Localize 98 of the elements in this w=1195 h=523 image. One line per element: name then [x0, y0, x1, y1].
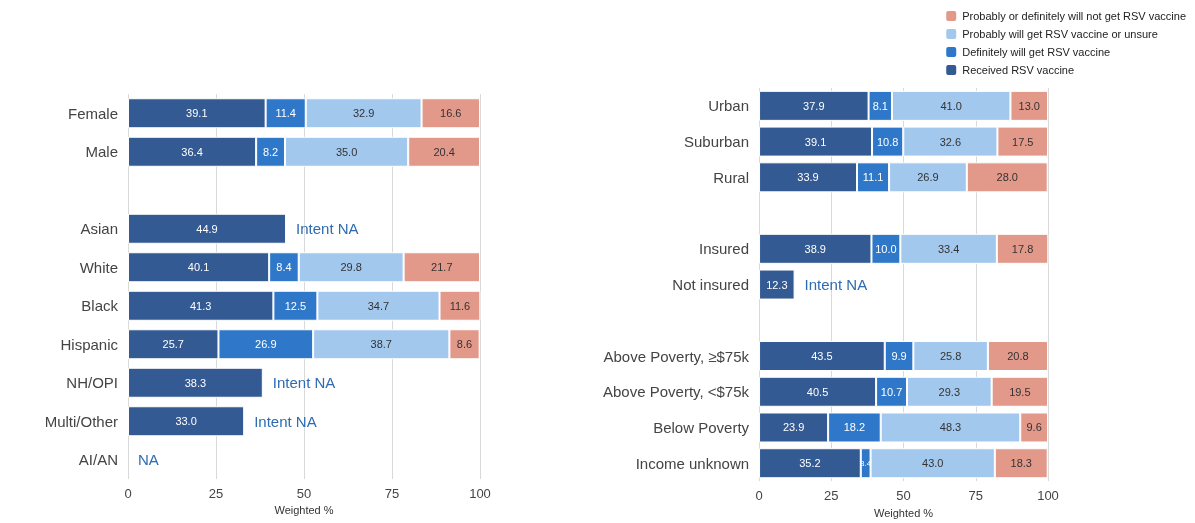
data-label: 16.6 [440, 107, 462, 120]
data-label: 37.9 [803, 99, 825, 112]
data-label: 17.8 [1011, 242, 1034, 255]
y-tick-label: White [79, 258, 118, 276]
data-label: 25.7 [162, 338, 184, 351]
bar [759, 269, 795, 300]
x-tick-label: 25 [824, 488, 839, 504]
data-label: 26.9 [917, 171, 939, 184]
y-tick-label: Above Poverty, <$75k [603, 383, 750, 401]
data-label: 9.6 [1026, 421, 1042, 434]
x-tick-label: 0 [755, 488, 763, 504]
y-tick-label: Not insured [672, 276, 750, 294]
x-axis-title: Weighted % [873, 506, 934, 519]
annotation: Intent NA [296, 220, 359, 238]
data-label: 28.0 [996, 171, 1018, 184]
legend-label: Probably or definitely will not get RSV vaccine [962, 10, 1187, 22]
y-tick-label: Multi/Other [44, 412, 118, 430]
data-label: 29.8 [340, 261, 362, 274]
data-label: 41.3 [189, 299, 212, 312]
data-label: 21.7 [431, 261, 453, 274]
data-label: 8.1 [872, 99, 888, 112]
data-label: 26.9 [255, 338, 277, 351]
y-tick-label: Below Poverty [653, 419, 750, 436]
data-label: 8.2 [262, 145, 279, 158]
y-tick-label: NH/OPI [66, 374, 118, 392]
data-label: 38.3 [184, 376, 207, 389]
x-tick-label: 25 [208, 486, 224, 501]
annotation: Intent NA [254, 412, 317, 430]
data-label: 11.6 [449, 299, 471, 312]
y-tick-label: Female [67, 104, 118, 122]
y-tick-label: Hispanic [60, 335, 119, 353]
data-label: 40.1 [187, 261, 210, 274]
data-label: 13.0 [1018, 99, 1040, 112]
legend-label: Received RSV vaccine [962, 64, 1075, 76]
data-label: 39.1 [804, 135, 827, 148]
y-tick-label: Rural [713, 168, 750, 186]
data-label: 32.6 [939, 135, 962, 148]
data-label: 35.0 [335, 145, 358, 158]
data-label: 35.2 [799, 457, 821, 470]
annotation: NA [138, 451, 159, 469]
legend-label: Definitely will get RSV vaccine [962, 46, 1111, 58]
bar [128, 367, 263, 398]
x-axis-title: Weighted % [274, 504, 334, 517]
data-label: 8.4 [276, 261, 292, 274]
data-label: 12.5 [284, 299, 307, 312]
y-tick-label: AI/AN [78, 451, 118, 469]
y-tick-label: Suburban [684, 133, 750, 151]
bar [128, 213, 287, 244]
data-label: 19.5 [1009, 385, 1031, 398]
y-tick-label: Above Poverty, ≥$75k [603, 347, 750, 365]
y-tick-label: Income unknown [635, 454, 750, 472]
data-label: 33.0 [175, 415, 197, 428]
data-label: 20.8 [1007, 350, 1029, 363]
data-label: 11.4 [275, 107, 296, 120]
data-label: 25.8 [939, 350, 962, 363]
bar [128, 406, 245, 437]
data-label: 17.5 [1012, 135, 1034, 148]
x-tick-label: 0 [124, 486, 132, 501]
data-label: 18.3 [1010, 457, 1032, 470]
data-label: 11.1 [862, 171, 884, 184]
data-label: 10.7 [880, 385, 903, 398]
data-label: 33.4 [937, 242, 960, 255]
x-tick-label: 50 [896, 488, 911, 504]
data-label: 43.5 [811, 350, 833, 363]
x-tick-label: 100 [469, 486, 491, 501]
data-label: 38.7 [370, 338, 392, 351]
x-tick-label: 50 [296, 486, 312, 501]
data-label: 32.9 [352, 107, 375, 120]
data-label: 40.5 [806, 385, 829, 398]
data-label: 20.4 [433, 145, 455, 158]
data-label: 34.7 [367, 299, 390, 312]
y-tick-label: Black [81, 297, 119, 315]
y-tick-label: Insured [699, 240, 750, 258]
data-label: 44.9 [196, 222, 218, 235]
data-label: 39.1 [186, 107, 208, 120]
y-tick-label: Male [85, 143, 118, 161]
y-tick-label: Urban [708, 97, 750, 115]
data-label: 38.9 [804, 242, 826, 255]
y-tick-label: Asian [80, 220, 118, 238]
data-label: 33.9 [797, 171, 819, 184]
data-label: 10.8 [876, 135, 899, 148]
data-label: 23.9 [782, 421, 805, 434]
data-label: 9.9 [891, 350, 907, 363]
data-label: 43.0 [922, 457, 944, 470]
data-label: 18.2 [843, 421, 866, 434]
legend-label: Probably will get RSV vaccine or unsure [962, 28, 1158, 40]
x-tick-label: 100 [1037, 488, 1059, 504]
data-label: 48.3 [939, 421, 962, 434]
x-tick-label: 75 [968, 488, 983, 504]
data-label: 29.3 [938, 385, 961, 398]
data-label: 10.0 [875, 242, 897, 255]
annotation: Intent NA [272, 374, 336, 392]
data-label: 41.0 [940, 99, 962, 112]
annotation: Intent NA [804, 276, 868, 294]
data-label: 36.4 [181, 145, 203, 158]
x-tick-label: 75 [384, 486, 400, 501]
data-label: 12.3 [766, 278, 788, 291]
data-label: 8.6 [456, 338, 473, 351]
